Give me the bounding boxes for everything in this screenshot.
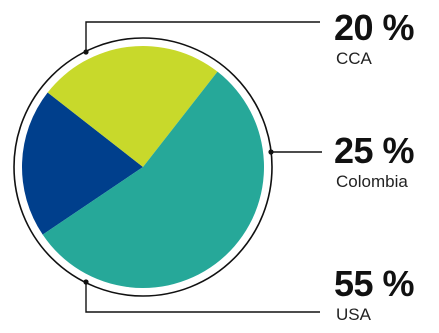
pie-slice-usa bbox=[42, 71, 265, 288]
pie-slices bbox=[22, 45, 265, 288]
slice-category-label-cca: CCA bbox=[336, 49, 372, 68]
slice-value-label-colombia: 25 % bbox=[334, 130, 415, 171]
slice-value-label-usa: 55 % bbox=[334, 263, 415, 304]
slice-category-label-usa: USA bbox=[336, 305, 371, 324]
leader-dot-colombia bbox=[268, 149, 274, 155]
slice-category-label-colombia: Colombia bbox=[336, 172, 408, 191]
slice-value-label-cca: 20 % bbox=[334, 7, 415, 48]
leader-dot-cca bbox=[83, 49, 89, 55]
leader-line-usa bbox=[85, 282, 320, 313]
pie-slice-colombia bbox=[47, 45, 218, 168]
leader-dot-usa bbox=[83, 279, 89, 285]
leader-line-cca bbox=[85, 21, 320, 52]
pie-slice-cca bbox=[22, 92, 143, 235]
pie-outline bbox=[13, 37, 273, 297]
leader-lines bbox=[83, 21, 322, 313]
